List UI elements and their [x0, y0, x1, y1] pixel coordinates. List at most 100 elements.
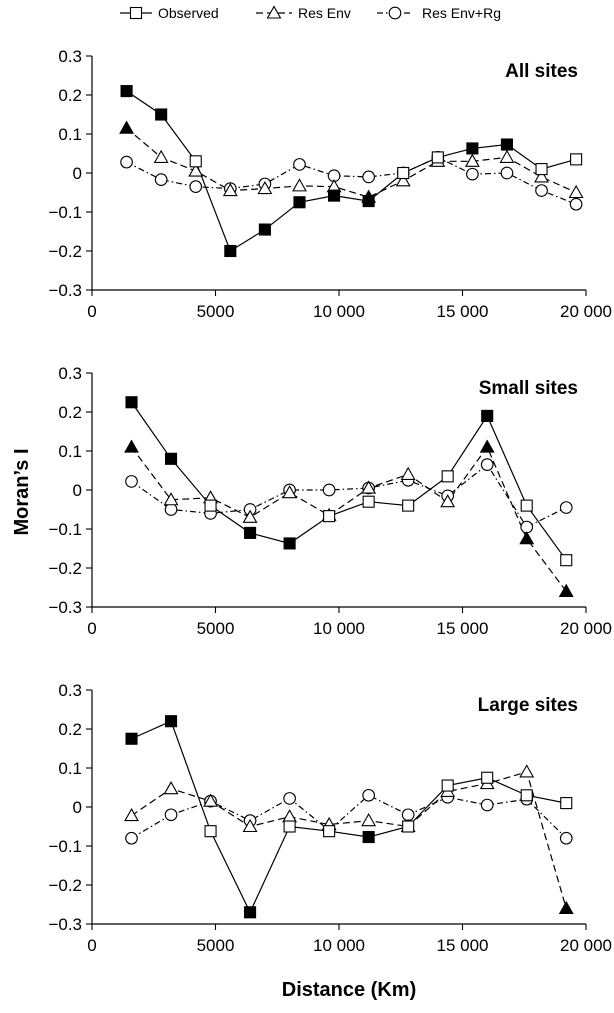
series-line-res-env-rg — [131, 463, 567, 528]
y-tick-label: 0.2 — [58, 86, 82, 105]
y-tick-label: 0.3 — [58, 47, 82, 66]
data-point-res-env-rg — [293, 158, 306, 171]
x-tick-label: 20 000 — [560, 302, 612, 321]
x-tick-label: 20 000 — [560, 936, 612, 955]
data-point-observed — [323, 825, 336, 838]
legend-item-res-env: Res Env — [256, 5, 351, 21]
x-tick-label: 0 — [87, 302, 96, 321]
y-tick-label: −0.1 — [48, 837, 82, 856]
data-point-res-env — [499, 149, 515, 163]
data-point-res-env — [163, 781, 179, 795]
y-tick-label: −0.2 — [48, 242, 82, 261]
data-point-res-env — [558, 900, 574, 914]
y-tick-label: 0 — [73, 481, 82, 500]
panels: 0.3 0.2 0.1 0 −0.1 −0.2 −0.3 0 5000 10 000 15 000 2… — [48, 47, 612, 955]
data-point-res-env — [464, 153, 480, 167]
data-point-observed — [535, 163, 548, 176]
data-point-res-env-rg — [283, 792, 296, 805]
y-tick-label: 0 — [73, 164, 82, 183]
panel-title: Small sites — [479, 378, 578, 399]
panel-large-sites: 0.3 0.2 0.1 0 −0.1 −0.2 −0.3 0 5000 10 000 15 000 2… — [48, 681, 612, 955]
y-tick-label: 0.3 — [58, 364, 82, 383]
y-tick-label: −0.2 — [48, 876, 82, 895]
triangle-icon — [266, 5, 282, 19]
data-point-observed — [362, 830, 375, 844]
legend-label: Observed — [158, 5, 219, 21]
data-point-observed — [397, 166, 410, 180]
series-line-res-env — [131, 771, 567, 909]
data-point-res-env — [257, 180, 273, 195]
data-point-observed — [466, 142, 479, 155]
y-tick-label: 0.2 — [58, 403, 82, 422]
data-point-observed — [323, 510, 336, 523]
data-point-observed — [244, 906, 257, 919]
data-point-res-env — [479, 439, 495, 453]
data-point-observed — [120, 85, 133, 98]
data-point-res-env-rg — [154, 173, 168, 186]
data-point-res-env — [222, 182, 238, 197]
data-point-res-env-rg — [401, 808, 415, 822]
x-tick-label: 10 000 — [313, 302, 365, 321]
x-tick-label: 5000 — [197, 936, 235, 955]
data-point-res-env-rg — [559, 501, 573, 514]
data-point-res-env-rg — [125, 475, 138, 488]
data-point-observed — [164, 715, 178, 728]
circle-icon — [388, 6, 402, 20]
data-point-res-env-rg — [500, 166, 514, 180]
data-point-observed — [441, 470, 454, 483]
x-tick-label: 0 — [87, 619, 96, 638]
series-line-observed — [131, 401, 567, 561]
data-point-observed — [283, 820, 296, 833]
data-point-res-env — [534, 169, 549, 183]
data-point-res-env-rg — [520, 520, 534, 534]
data-point-res-env — [242, 509, 258, 523]
data-point-observed — [204, 499, 217, 512]
y-tick-label: −0.3 — [48, 281, 82, 300]
y-tick-label: 0.3 — [58, 681, 82, 700]
data-point-res-env — [568, 184, 584, 199]
data-point-res-env — [400, 466, 416, 480]
y-tick-label: −0.2 — [48, 559, 82, 578]
y-tick-label: 0 — [73, 798, 82, 817]
data-point-res-env — [440, 494, 456, 508]
data-point-observed — [481, 409, 494, 422]
y-tick-label: 0.2 — [58, 720, 82, 739]
data-point-res-env — [361, 813, 377, 827]
data-point-observed — [328, 189, 341, 202]
x-tick-label: 15 000 — [437, 936, 489, 955]
data-point-observed — [125, 396, 138, 409]
data-point-observed — [362, 495, 375, 508]
data-point-res-env — [519, 764, 535, 778]
data-point-res-env-rg — [120, 155, 133, 169]
series-line-res-env — [131, 445, 567, 592]
data-point-res-env — [361, 480, 377, 494]
legend-label: Res Env — [298, 5, 351, 21]
data-point-res-env — [124, 439, 139, 453]
y-tick-label: 0.1 — [58, 442, 82, 461]
data-point-res-env-rg — [125, 831, 138, 845]
panel-title: All sites — [505, 61, 578, 82]
x-tick-label: 15 000 — [437, 619, 489, 638]
data-point-res-env-rg — [362, 170, 375, 184]
data-point-res-env-rg — [362, 788, 375, 802]
series-line-res-env-rg — [131, 794, 567, 839]
data-point-res-env — [282, 809, 298, 823]
panel-small-sites: 0.3 0.2 0.1 0 −0.1 −0.2 −0.3 0 5000 10 000 15 000 2… — [48, 364, 612, 638]
data-point-observed — [570, 153, 583, 166]
data-point-observed — [164, 452, 178, 465]
y-tick-label: 0.1 — [58, 759, 82, 778]
x-tick-label: 0 — [87, 936, 96, 955]
data-point-res-env — [242, 818, 258, 833]
panel-all-sites: 0.3 0.2 0.1 0 −0.1 −0.2 −0.3 0 5000 10 000 15 000 2… — [48, 47, 612, 321]
data-point-observed — [431, 151, 444, 164]
data-point-observed — [560, 554, 573, 567]
data-point-observed — [362, 195, 375, 208]
data-point-res-env-rg — [164, 808, 178, 822]
data-point-res-env — [282, 485, 298, 499]
data-point-res-env — [119, 120, 135, 134]
data-point-observed — [520, 499, 533, 512]
data-point-res-env — [395, 173, 411, 187]
data-point-observed — [224, 244, 237, 258]
y-tick-label: −0.1 — [48, 203, 82, 222]
